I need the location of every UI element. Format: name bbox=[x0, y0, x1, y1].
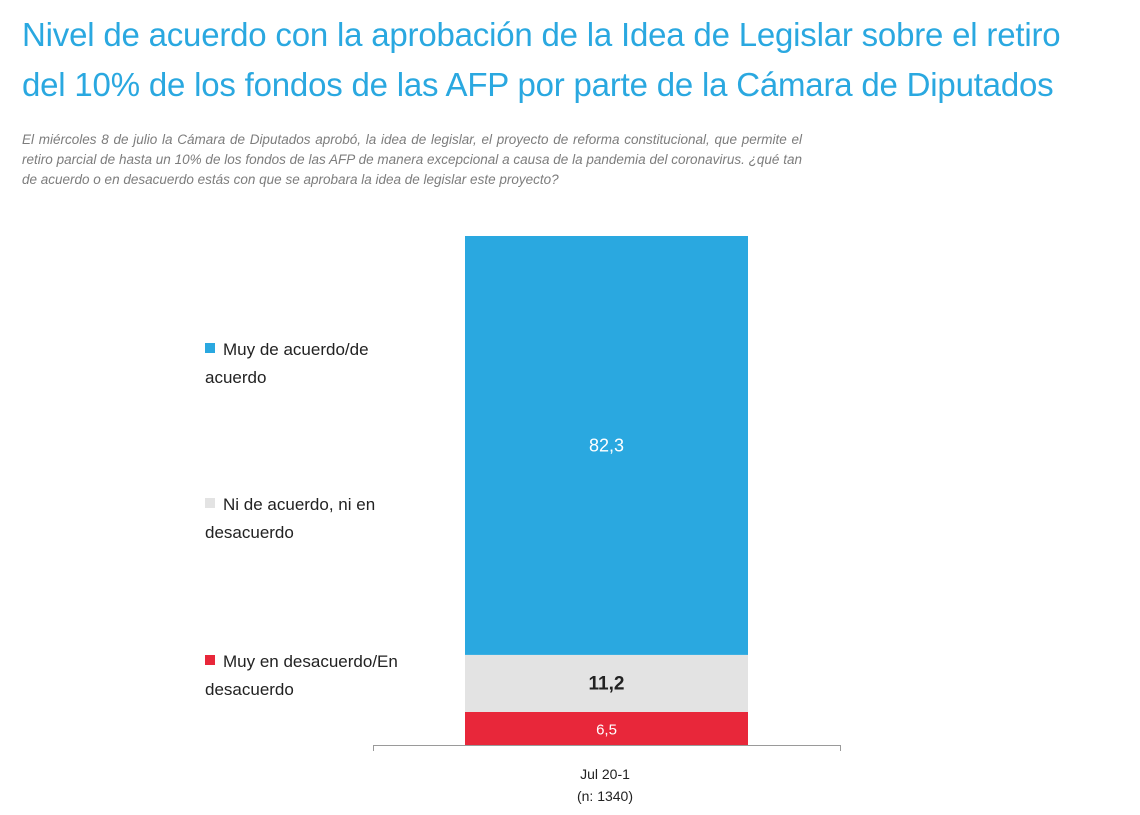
legend-item-muy-de-acuerdo: Muy de acuerdo/de acuerdo bbox=[205, 336, 445, 392]
legend-label-line-1: Muy en desacuerdo/En bbox=[223, 652, 398, 671]
x-tick-note: (n: 1340) bbox=[576, 788, 634, 804]
legend-label-line-2: desacuerdo bbox=[205, 680, 294, 699]
legend-item-ni-de-acuerdo: Ni de acuerdo, ni en desacuerdo bbox=[205, 491, 445, 547]
legend-label-line-2: desacuerdo bbox=[205, 523, 294, 542]
bar-segment-3 bbox=[465, 236, 748, 655]
legend-label-line-1: Ni de acuerdo, ni en bbox=[223, 495, 376, 514]
legend-swatch-blue bbox=[205, 343, 215, 353]
bar-segment-2 bbox=[465, 654, 748, 712]
data-label-3: 82,3 bbox=[589, 435, 624, 455]
legend-item-muy-en-desacuerdo: Muy en desacuerdo/En desacuerdo bbox=[205, 648, 445, 704]
chart-title-line-1: Nivel de acuerdo con la aprobación de la… bbox=[22, 16, 1061, 53]
data-label-1: 6,5 bbox=[596, 721, 617, 738]
chart-title: Nivel de acuerdo con la aprobación de la… bbox=[22, 10, 1122, 110]
x-tick-label: Jul 20-1 bbox=[580, 766, 630, 782]
legend-swatch-gray bbox=[205, 498, 215, 508]
data-label-2: 11,2 bbox=[589, 673, 625, 694]
bar-segment-1 bbox=[465, 711, 748, 745]
chart-title-line-2: del 10% de los fondos de las AFP por par… bbox=[22, 66, 1054, 103]
legend-label-line-1: Muy de acuerdo/de bbox=[223, 340, 369, 359]
legend-swatch-red bbox=[205, 655, 215, 665]
chart-subtitle: El miércoles 8 de julio la Cámara de Dip… bbox=[22, 132, 802, 187]
legend-label-line-2: acuerdo bbox=[205, 368, 267, 387]
